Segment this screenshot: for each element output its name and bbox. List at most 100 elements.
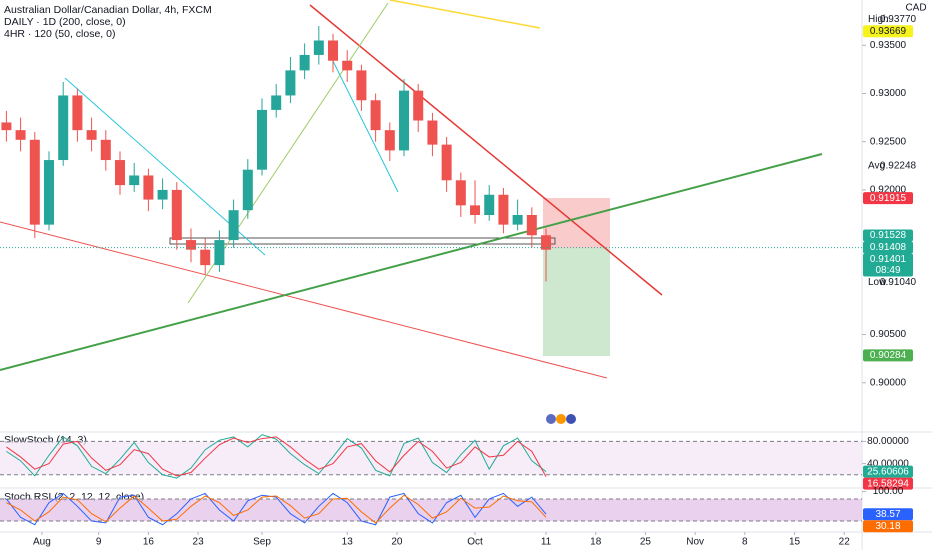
trendline (309, 4, 663, 296)
price-tag-label: 0.91915 (870, 193, 907, 204)
trendline (0, 221, 608, 379)
y-tick-label: 0.92500 (870, 136, 907, 147)
y-tick-label: 0.90500 (870, 329, 907, 340)
candle-body (342, 60, 353, 71)
x-tick-label: 25 (640, 537, 652, 548)
price-tag-label: 0.93669 (870, 26, 907, 37)
y-tick-label: 0.90000 (870, 377, 907, 388)
trendline (0, 153, 823, 371)
candle-body (100, 139, 111, 161)
price-tag (863, 465, 913, 478)
candle-body (257, 109, 268, 170)
candle-body (413, 90, 424, 121)
x-tick-label: 23 (193, 537, 205, 548)
price-tag-label: 30.18 (875, 521, 900, 532)
candle-body (86, 130, 97, 140)
candle-body (186, 240, 197, 250)
candle-body (43, 160, 54, 225)
candle-body (157, 189, 168, 200)
candle-body (129, 175, 140, 186)
candle-body (370, 100, 381, 131)
candle-body (271, 95, 282, 110)
x-tick-label: 8 (742, 537, 748, 548)
event-icon[interactable] (556, 414, 566, 424)
countdown: 08:49 (875, 265, 900, 276)
candle-body (399, 90, 410, 151)
candle-body (541, 235, 552, 250)
price-tag-label: 0.91401 (870, 254, 907, 265)
indicator-label: DAILY · 1D (200, close, 0) (4, 16, 126, 28)
x-tick-label: Aug (33, 537, 51, 548)
candle-body (242, 169, 253, 211)
x-tick-label: 9 (96, 537, 102, 548)
candle-body (171, 189, 182, 241)
x-tick-label: 11 (541, 537, 552, 548)
candle-body (228, 210, 239, 241)
candle-body (29, 139, 40, 225)
x-tick-label: Oct (467, 537, 483, 548)
band (0, 441, 862, 475)
candle-body (512, 215, 523, 225)
candle-body (455, 180, 466, 206)
trendline (329, 54, 399, 193)
candle-body (498, 194, 509, 225)
price-tag (863, 253, 913, 277)
candle-body (15, 130, 26, 140)
x-tick-label: Sep (253, 537, 271, 548)
trendline (389, 0, 541, 29)
event-icon[interactable] (546, 414, 556, 424)
currency: CAD (905, 3, 926, 14)
candle-body (114, 160, 125, 186)
candle-body (214, 240, 225, 266)
price-tag-caption: Avg (868, 161, 885, 172)
candle-body (384, 130, 395, 151)
series-line (5, 492, 547, 526)
candle-body (72, 95, 83, 131)
price-tag (863, 25, 913, 38)
price-tag-label: 25.60606 (867, 466, 909, 477)
price-tag (863, 508, 913, 521)
y-tick-label: 0.93500 (870, 40, 907, 51)
x-tick-label: 18 (590, 537, 602, 548)
candle-body (328, 40, 339, 61)
price-tag (863, 349, 913, 362)
price-tag (863, 192, 913, 205)
price-tag-label: 0.90284 (870, 350, 907, 361)
series-line (6, 434, 547, 479)
candle-body (526, 215, 537, 236)
price-tag-label: 0.91408 (870, 242, 907, 253)
candle-body (58, 95, 69, 161)
price-tag-label: 0.93770 (880, 14, 917, 25)
x-tick-label: 22 (839, 537, 851, 548)
drawings (0, 0, 823, 424)
price-tag-label: 0.91528 (870, 230, 907, 241)
candle-body (484, 194, 495, 215)
y-tick-label: 0.92000 (870, 185, 907, 196)
band (0, 498, 862, 522)
candle-body (1, 122, 12, 131)
candle-body (313, 40, 324, 55)
event-icon[interactable] (566, 414, 576, 424)
candle-body (356, 70, 367, 101)
series-line (6, 494, 547, 524)
price-tag (863, 241, 913, 254)
candle-body (200, 249, 211, 266)
price-tag (863, 520, 913, 533)
series-line (6, 436, 547, 477)
x-tick-label: Nov (686, 537, 704, 548)
candle-body (143, 175, 154, 200)
x-tick-label: 20 (391, 537, 403, 548)
price-tag-label: 38.57 (875, 509, 900, 520)
price-tag (863, 477, 913, 490)
x-tick-label: 15 (789, 537, 801, 548)
y-tick-label: 80.00000 (867, 436, 909, 447)
price-tag (863, 229, 913, 242)
reward-zone (543, 248, 610, 356)
range-box (169, 237, 556, 245)
candle-body (285, 70, 296, 96)
price-tag-label: 16.58294 (867, 478, 909, 489)
candle-body (427, 120, 438, 145)
candle-body (470, 205, 481, 215)
x-tick-label: 13 (342, 537, 354, 548)
